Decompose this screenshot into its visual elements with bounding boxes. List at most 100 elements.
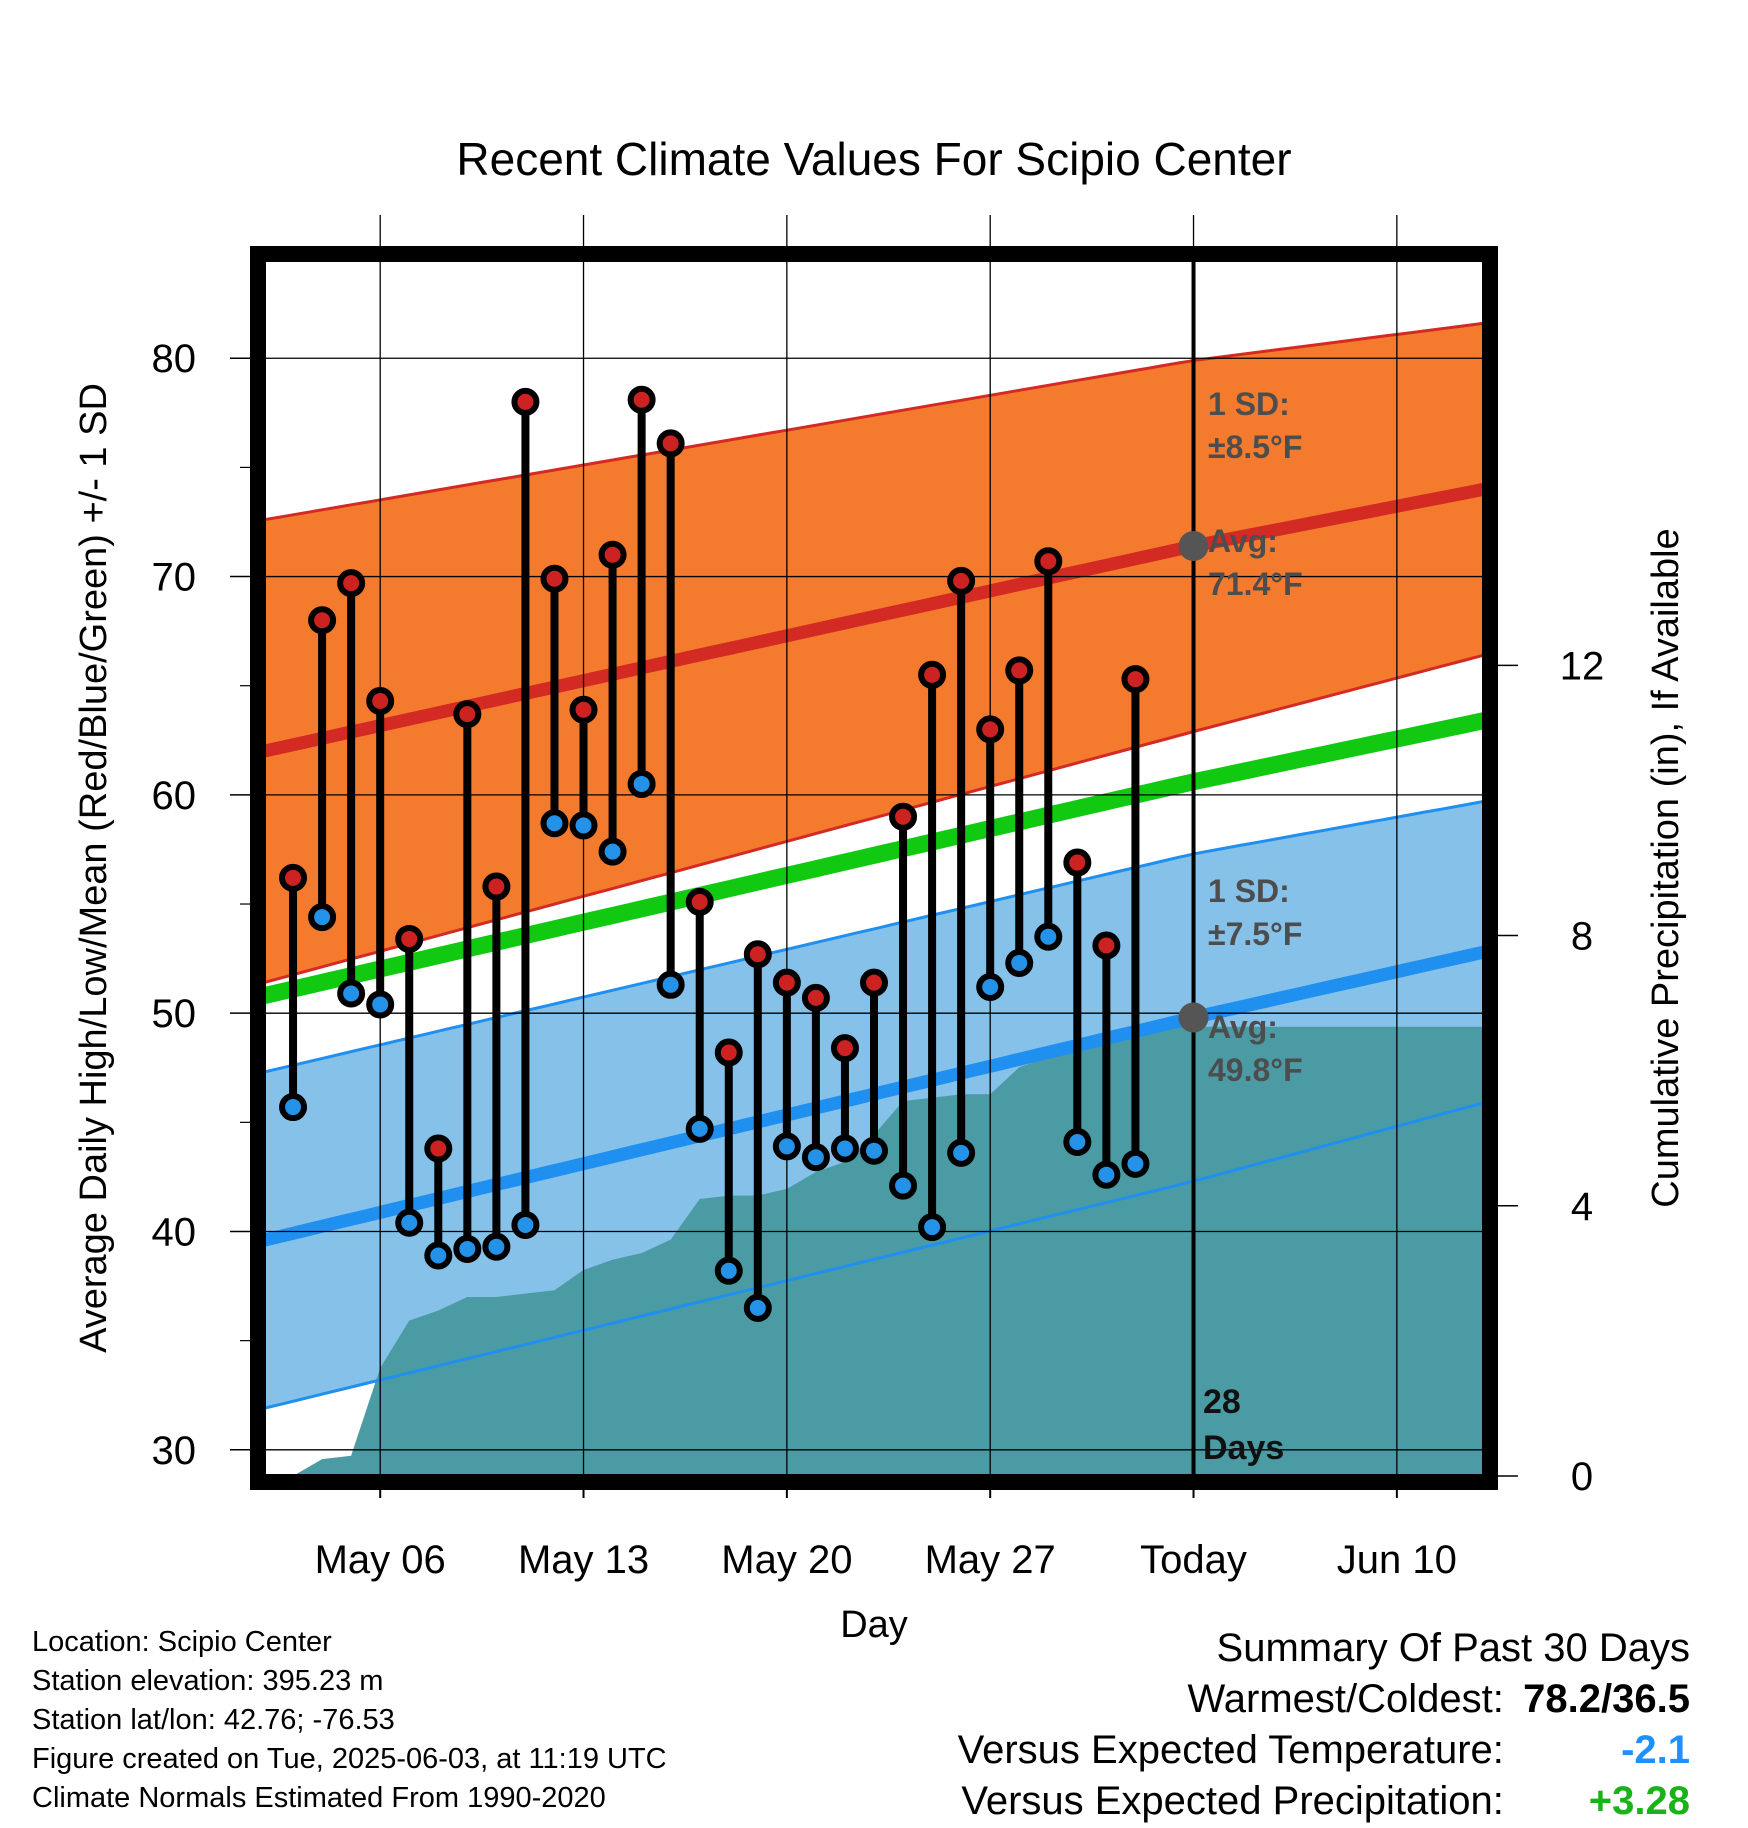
location-text: Location: Scipio Center [32, 1626, 332, 1658]
days-count-number: 28 [1203, 1383, 1241, 1421]
daily-high-point [598, 540, 627, 569]
daily-low-point [947, 1138, 976, 1167]
daily-low-point [714, 1256, 743, 1285]
x-axis-title: Day [840, 1604, 908, 1646]
high-sd-band [264, 323, 1484, 983]
daily-high-point [976, 715, 1005, 744]
high-avg-label: Avg: [1208, 523, 1278, 559]
chart-title: Recent Climate Values For Scipio Center [456, 133, 1291, 185]
summary-precipitation: Versus Expected Precipitation: +3.28 [958, 1776, 1690, 1827]
y-tick-label: 40 [152, 1210, 197, 1254]
low-band-lower-edge [264, 1101, 1484, 1410]
temp-departure-value: -2.1 [1621, 1728, 1690, 1772]
daily-high-point [453, 700, 482, 729]
x-tick-label: May 13 [518, 1538, 649, 1582]
daily-low-point [569, 811, 598, 840]
y2-tick-label: 12 [1560, 644, 1605, 688]
daily-high-point [511, 387, 540, 416]
x-tick-label: Jun 10 [1337, 1538, 1457, 1582]
x-tick-label: May 06 [315, 1538, 446, 1582]
daily-low-point [308, 903, 337, 932]
y2-tick-label: 0 [1571, 1455, 1593, 1499]
daily-high-point [830, 1034, 859, 1063]
daily-low-point [482, 1232, 511, 1261]
high-avg-value: 71.4°F [1208, 566, 1303, 602]
y2-tick-label: 8 [1571, 915, 1593, 959]
daily-high-point [889, 802, 918, 831]
low-avg-label: Avg: [1208, 1009, 1278, 1045]
temp-departure-label: Versus Expected Temperature: [957, 1728, 1504, 1772]
daily-low-point [656, 970, 685, 999]
summary-temperature: Versus Expected Temperature: -2.1 [958, 1725, 1690, 1776]
daily-low-point [830, 1134, 859, 1163]
daily-high-point [714, 1038, 743, 1067]
daily-high-point [1034, 547, 1063, 576]
daily-high-point [482, 872, 511, 901]
daily-high-point [395, 924, 424, 953]
daily-low-point [889, 1171, 918, 1200]
daily-low-point [1034, 922, 1063, 951]
daily-low-point [1005, 948, 1034, 977]
daily-high-point [801, 983, 830, 1012]
summary-warmest-coldest: Warmest/Coldest: 78.2/36.5 [958, 1674, 1691, 1725]
y-tick-label: 80 [152, 337, 197, 381]
plot-frame [250, 246, 1498, 1490]
y-axis-title: Average Daily High/Low/Mean (Red/Blue/Gr… [73, 383, 115, 1353]
station-info: Location: Scipio Center Station elevatio… [32, 1623, 667, 1818]
precip-departure-value: +3.28 [1588, 1779, 1690, 1823]
daily-low-point [918, 1213, 947, 1242]
daily-low-point [743, 1293, 772, 1322]
normals-text: Climate Normals Estimated From 1990-2020 [32, 1782, 606, 1814]
daily-low-point [453, 1234, 482, 1263]
daily-high-point [918, 660, 947, 689]
latlon-text: Station lat/lon: 42.76; -76.53 [32, 1704, 395, 1736]
daily-low-point [772, 1132, 801, 1161]
daily-high-point [540, 564, 569, 593]
daily-low-point [424, 1241, 453, 1270]
daily-low-point [366, 990, 395, 1019]
high-band-upper-edge [264, 321, 1484, 522]
daily-low-point [685, 1114, 714, 1143]
low-sd-value: ±7.5°F [1208, 916, 1302, 952]
daily-low-point [1121, 1149, 1150, 1178]
daily-low-point [1063, 1127, 1092, 1156]
summary-title: Summary Of Past 30 Days [1216, 1626, 1690, 1670]
daily-high-point [1121, 665, 1150, 694]
daily-high-point [1063, 848, 1092, 877]
x-tick-label: Today [1140, 1538, 1247, 1582]
y-tick-label: 70 [152, 556, 197, 600]
daily-high-point [366, 686, 395, 715]
daily-low-point [279, 1093, 308, 1122]
daily-low-point [860, 1136, 888, 1165]
y2-axis-title: Cumulative Precipitation (in), If Availa… [1645, 528, 1687, 1207]
daily-high-point [424, 1134, 453, 1163]
today-high-normal-marker [1178, 530, 1209, 561]
daily-low-point [976, 972, 1005, 1001]
daily-low-point [801, 1143, 830, 1172]
elevation-text: Station elevation: 395.23 m [32, 1665, 384, 1697]
days-count-word: Days [1203, 1429, 1284, 1467]
daily-high-point [743, 940, 772, 969]
daily-low-point [598, 837, 627, 866]
y-tick-label: 30 [152, 1429, 197, 1473]
low-sd-label: 1 SD: [1208, 873, 1290, 909]
x-tick-label: May 27 [925, 1538, 1056, 1582]
daily-low-point [511, 1210, 540, 1239]
daily-high-point [337, 569, 366, 598]
daily-low-point [1092, 1160, 1121, 1189]
daily-high-point [860, 968, 888, 997]
y2-tick-label: 4 [1571, 1185, 1593, 1229]
daily-high-point [569, 695, 598, 724]
y-tick-label: 60 [152, 774, 197, 818]
y-tick-label: 50 [152, 992, 197, 1036]
daily-high-point [1092, 931, 1121, 960]
high-sd-value: ±8.5°F [1208, 429, 1302, 465]
daily-high-point [279, 863, 308, 892]
daily-low-point [627, 769, 656, 798]
daily-high-point [308, 606, 337, 635]
daily-high-point [1005, 656, 1034, 685]
daily-high-point [685, 887, 714, 916]
daily-high-point [772, 968, 801, 997]
daily-low-point [395, 1208, 424, 1237]
